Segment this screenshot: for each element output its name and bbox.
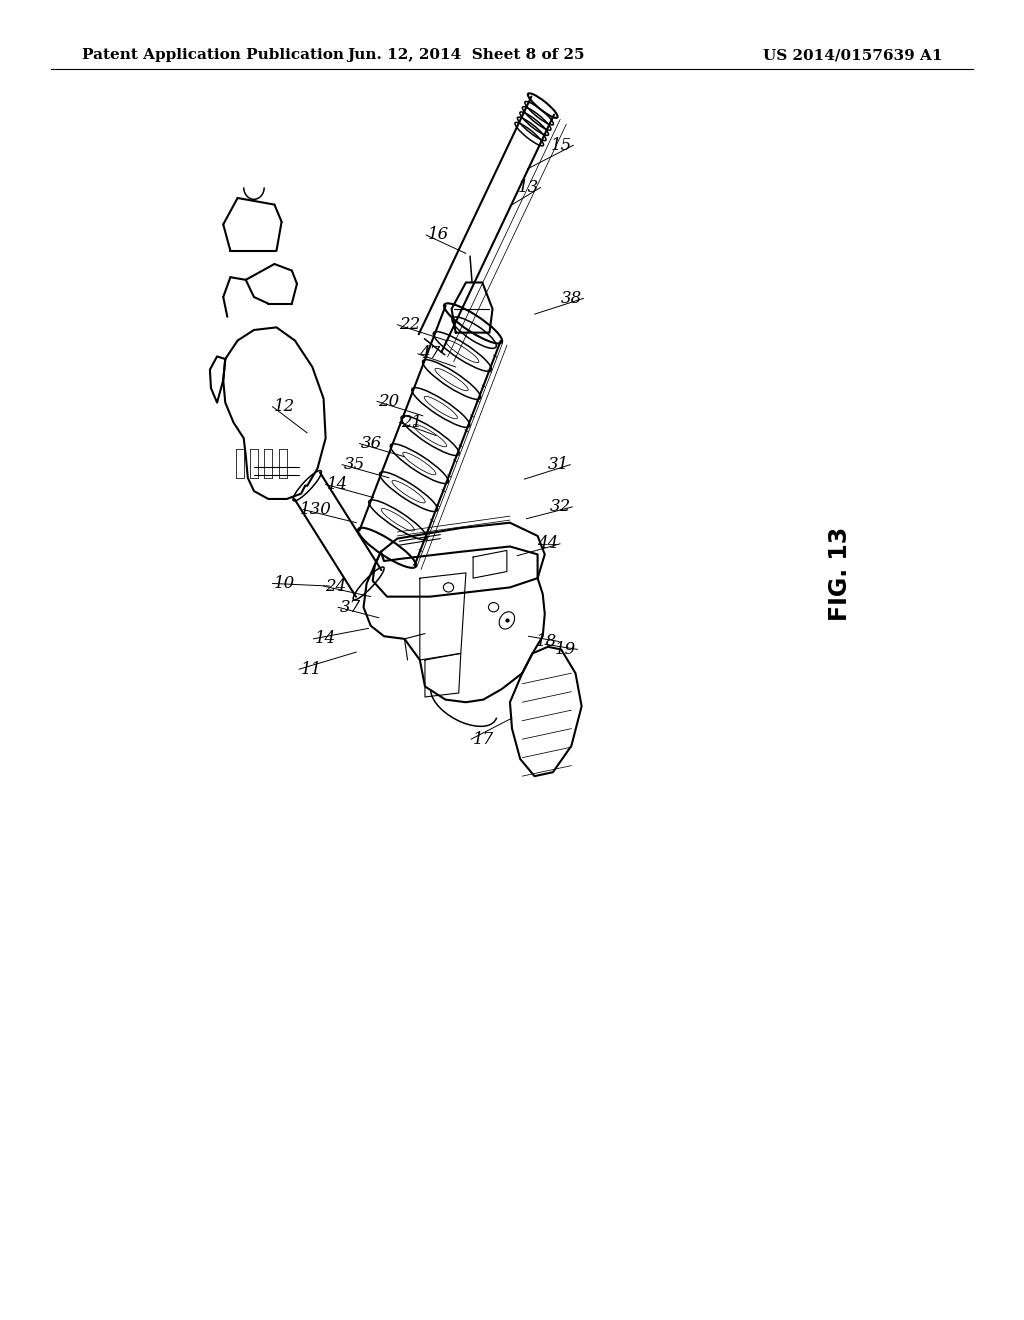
- Text: 24: 24: [326, 578, 346, 594]
- Text: 16: 16: [428, 227, 449, 243]
- Text: Jun. 12, 2014  Sheet 8 of 25: Jun. 12, 2014 Sheet 8 of 25: [347, 49, 585, 62]
- Text: Patent Application Publication: Patent Application Publication: [82, 49, 344, 62]
- Text: 44: 44: [538, 536, 558, 552]
- Text: 22: 22: [399, 317, 420, 333]
- Text: 32: 32: [550, 499, 570, 515]
- Text: 14: 14: [328, 477, 348, 492]
- Text: 12: 12: [274, 399, 295, 414]
- Text: 130: 130: [299, 502, 332, 517]
- Text: 11: 11: [301, 661, 322, 677]
- Text: 18: 18: [537, 634, 557, 649]
- Text: 35: 35: [344, 457, 365, 473]
- Text: 20: 20: [379, 393, 399, 409]
- Text: 36: 36: [361, 436, 382, 451]
- Text: 19: 19: [555, 642, 575, 657]
- Text: US 2014/0157639 A1: US 2014/0157639 A1: [763, 49, 942, 62]
- Text: 15: 15: [551, 137, 571, 153]
- Text: 17: 17: [473, 731, 494, 747]
- Text: 37: 37: [340, 599, 360, 615]
- Text: 31: 31: [548, 457, 568, 473]
- Text: 14: 14: [315, 631, 336, 647]
- Text: 21: 21: [401, 414, 422, 430]
- Text: 10: 10: [274, 576, 295, 591]
- Text: FIG. 13: FIG. 13: [827, 527, 852, 622]
- Text: 13: 13: [518, 180, 539, 195]
- Text: 38: 38: [561, 290, 582, 306]
- Text: 47: 47: [420, 346, 440, 362]
